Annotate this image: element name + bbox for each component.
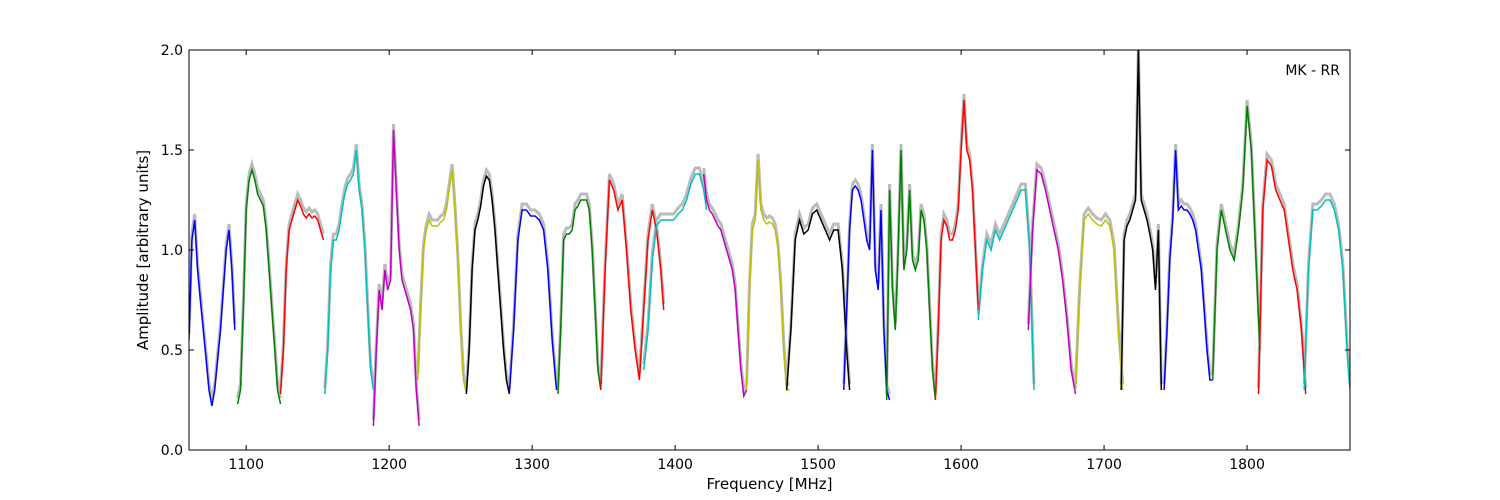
series-line-6 [465, 174, 511, 395]
background-trace-24 [1302, 192, 1350, 385]
series-line-16 [934, 99, 980, 401]
series-line-8 [557, 199, 602, 395]
series-line-5 [417, 169, 468, 395]
x-axis-label: Frequency [MHz] [706, 475, 832, 493]
series-line-22 [1211, 105, 1261, 381]
x-tick-label: 1800 [1229, 457, 1265, 473]
series-line-21 [1163, 149, 1213, 391]
background-trace-16 [933, 93, 980, 395]
series-line-18 [1027, 168, 1077, 395]
series-line-9 [600, 179, 665, 391]
y-axis: 0.0 0.5 1.0 1.5 2.0 [161, 43, 1350, 459]
y-tick-label: 1.5 [161, 143, 183, 159]
background-trace-22 [1211, 99, 1262, 375]
background-trace-4 [371, 123, 421, 421]
y-axis-label: Amplitude [arbitrary units] [134, 150, 152, 350]
x-axis: 1100 1200 1300 1400 1500 1600 1700 1800 [228, 50, 1265, 473]
x-tick-label: 1500 [800, 457, 836, 473]
series-line-1 [236, 167, 282, 405]
background-trace-9 [599, 173, 666, 385]
x-tick-label: 1700 [1086, 457, 1122, 473]
background-trace-23 [1257, 149, 1308, 389]
background-trace-20 [1119, 50, 1163, 385]
background-trace-17 [976, 182, 1036, 385]
series-line-17 [977, 189, 1035, 391]
series-line-23 [1257, 157, 1307, 395]
series-line-15 [885, 149, 937, 401]
x-tick-label: 1200 [371, 457, 407, 473]
series-line-24 [1303, 199, 1350, 391]
background-trace-6 [464, 166, 511, 389]
x-tick-label: 1300 [514, 457, 550, 473]
y-tick-label: 0.0 [161, 443, 183, 459]
background-trace-13 [785, 201, 852, 385]
series-line-19 [1074, 212, 1124, 391]
axes-frame [188, 49, 1351, 451]
x-tick-label: 1600 [943, 457, 979, 473]
series-line-7 [508, 209, 558, 395]
series-line-2 [279, 197, 325, 395]
y-tick-label: 0.5 [161, 343, 183, 359]
series-line-4 [372, 129, 420, 427]
y-tick-label: 2.0 [161, 43, 183, 59]
series-line-11 [702, 173, 748, 399]
series-line-0 [189, 219, 236, 407]
x-tick-label: 1100 [228, 457, 264, 473]
y-tick-label: 1.0 [161, 243, 183, 259]
background-trace-2 [279, 189, 325, 389]
series-line-12 [745, 159, 790, 391]
chart-annotation: MK - RR [1285, 63, 1340, 79]
series-line-14 [843, 149, 891, 401]
x-tick-label: 1400 [657, 457, 693, 473]
series-line-10 [642, 173, 708, 371]
series-line-3 [324, 149, 375, 395]
background-trace-10 [642, 166, 709, 365]
plot-area [189, 50, 1350, 427]
background-trace-21 [1162, 143, 1213, 385]
series-line-13 [785, 208, 851, 391]
series-line-20 [1120, 50, 1163, 391]
